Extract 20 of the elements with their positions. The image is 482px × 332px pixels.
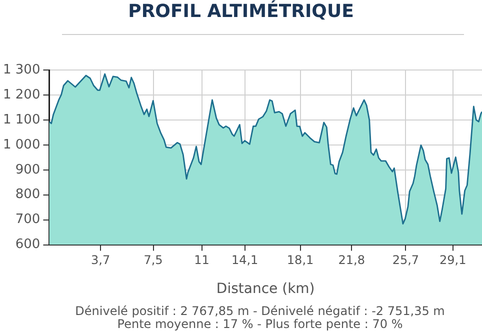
x-tick-label: 25,7 xyxy=(392,253,420,268)
y-tick-label: 800 xyxy=(15,187,40,202)
x-tick-label: 18,1 xyxy=(286,253,314,268)
y-tick-label: 1 300 xyxy=(3,62,40,78)
x-tick-label: 3,7 xyxy=(90,253,110,268)
chart-title: PROFIL ALTIMÉTRIQUE xyxy=(127,1,355,22)
y-tick-label: 600 xyxy=(15,237,40,252)
x-tick-label: 14,1 xyxy=(231,253,258,268)
y-tick-label: 1 000 xyxy=(3,137,40,152)
text: Pente moyenne : 17 % - Plus forte pente : 70 % xyxy=(117,317,403,331)
text: Dénivelé positif : 2 767,85 m - Dénivelé négatif : -2 751,35 m xyxy=(75,304,445,318)
y-tick-label: 1 200 xyxy=(3,87,40,102)
x-tick-label: 21,8 xyxy=(338,253,365,268)
x-tick-label: 29,1 xyxy=(440,253,466,268)
y-tick-label: 700 xyxy=(15,212,40,228)
x-tick-label: 7,5 xyxy=(144,253,163,268)
x-tick-label: 11 xyxy=(194,253,210,268)
y-tick-label: 1 100 xyxy=(3,112,40,128)
y-tick-label: 900 xyxy=(15,162,40,178)
x-axis-title: Distance (km) xyxy=(216,281,315,298)
